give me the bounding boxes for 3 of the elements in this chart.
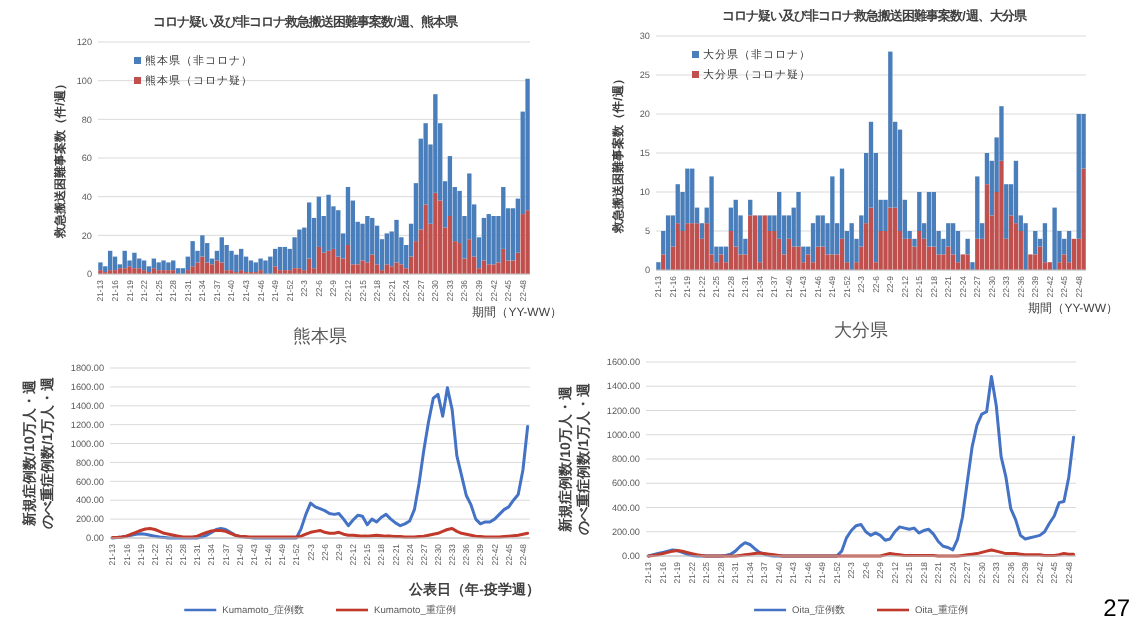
- chart-title: 熊本県: [293, 326, 347, 346]
- text: 27: [1103, 594, 1131, 622]
- chart-title: 大分県: [834, 320, 888, 340]
